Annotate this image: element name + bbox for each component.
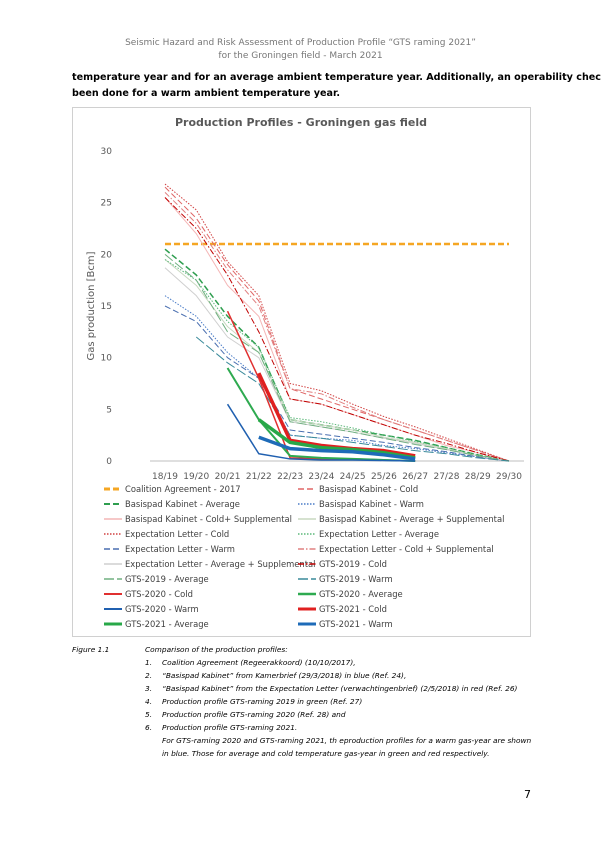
legend-label: GTS-2021 - Average: [125, 619, 209, 629]
legend-label: Basispad Kabinet - Cold+ Supplemental: [125, 514, 292, 524]
header: Seismic Hazard and Risk Assessment of Pr…: [125, 38, 476, 48]
legend-label: GTS-2020 - Average: [319, 589, 403, 599]
series-line: [164, 295, 510, 462]
page-number: 7: [524, 788, 531, 801]
legend-label: Expectation Letter - Cold: [125, 529, 229, 539]
y-tick-label: 30: [101, 147, 113, 157]
legend-label: Basispad Kabinet - Warm: [319, 499, 424, 509]
x-tick-label: 19/20: [183, 472, 209, 482]
y-tick-label: 20: [101, 250, 113, 260]
list-number: 2.: [145, 671, 153, 680]
list-item: Coalition Agreement (Regeerakkoord) (10/…: [162, 658, 356, 667]
x-tick-label: 18/19: [152, 472, 178, 482]
series-line: [164, 183, 510, 462]
y-axis-label: Gas production [Bcm]: [86, 251, 97, 360]
x-tick-label: 27/28: [433, 472, 459, 482]
figure-label: Figure 1.1: [72, 645, 110, 654]
x-tick-label: 22/23: [277, 472, 303, 482]
series-line: [257, 418, 416, 460]
list-number: 1.: [145, 658, 153, 667]
legend-label: GTS-2021 - Cold: [319, 604, 387, 614]
series-line: [164, 197, 510, 462]
series-line: [164, 305, 510, 462]
series-line: [164, 191, 510, 462]
legend-label: GTS-2020 - Warm: [125, 604, 199, 614]
list-number: 4.: [145, 697, 153, 706]
paragraph: been done for a warm ambient temperature…: [72, 88, 341, 99]
legend-label: Basispad Kabinet - Average + Supplementa…: [319, 514, 504, 524]
series-line: [195, 336, 510, 462]
legend-label: GTS-2021 - Warm: [319, 619, 393, 629]
x-tick-label: 28/29: [465, 472, 491, 482]
series-line: [258, 435, 416, 461]
x-tick-label: 20/21: [215, 472, 241, 482]
list-item: “Basispad Kabinet” from Kamerbrief (29/3…: [162, 671, 407, 680]
legend-label: Expectation Letter - Cold + Supplemental: [319, 544, 494, 554]
x-tick-label: 26/27: [402, 472, 428, 482]
y-tick-label: 15: [101, 302, 112, 312]
header: for the Groningen field - March 2021: [218, 51, 383, 61]
x-tick-label: 23/24: [308, 472, 334, 482]
legend-label: Basispad Kabinet - Average: [125, 499, 240, 509]
y-tick-label: 25: [101, 199, 112, 209]
y-tick-label: 10: [101, 354, 113, 364]
series-line: [164, 259, 510, 462]
y-tick-label: 5: [106, 405, 112, 415]
figure-note: in blue. Those for average and cold temp…: [162, 749, 490, 758]
list-number: 5.: [145, 710, 153, 719]
list-item: Production profile GTS-raming 2019 in gr…: [162, 697, 363, 706]
list-item: Production profile GTS-raming 2021.: [162, 723, 298, 732]
list-number: 6.: [145, 723, 153, 732]
legend-label: Basispad Kabinet - Cold: [319, 484, 418, 494]
legend-label: Coalition Agreement - 2017: [125, 484, 241, 494]
x-tick-label: 21/22: [246, 472, 272, 482]
chart-frame: [72, 107, 531, 637]
legend-label: Expectation Letter - Average + Supplemen…: [125, 559, 315, 569]
x-tick-label: 29/30: [496, 472, 522, 482]
x-tick-label: 25/26: [371, 472, 397, 482]
series-line: [164, 253, 510, 462]
figure-title: Comparison of the production profiles:: [145, 645, 288, 654]
legend-label: GTS-2019 - Warm: [319, 574, 393, 584]
legend-label: Expectation Letter - Warm: [125, 544, 235, 554]
legend-label: GTS-2019 - Average: [125, 574, 209, 584]
list-item: “Basispad Kabinet” from the Expectation …: [162, 684, 518, 693]
legend-label: GTS-2020 - Cold: [125, 589, 193, 599]
legend-label: GTS-2019 - Cold: [319, 559, 387, 569]
list-item: Production profile GTS-raming 2020 (Ref.…: [162, 710, 346, 719]
x-tick-label: 24/25: [340, 472, 366, 482]
series-line: [164, 197, 510, 462]
series-line: [226, 403, 416, 462]
y-tick-label: 0: [106, 457, 112, 467]
series-line: [164, 186, 510, 462]
chart-title: Production Profiles - Groningen gas fiel…: [175, 116, 427, 129]
legend-label: Expectation Letter - Average: [319, 529, 439, 539]
chart: Production Profiles - Groningen gas fiel…: [72, 107, 531, 637]
paragraph: temperature year and for an average ambi…: [72, 72, 601, 83]
figure-note: For GTS-raming 2020 and GTS-raming 2021,…: [162, 736, 532, 745]
list-number: 3.: [145, 684, 153, 693]
